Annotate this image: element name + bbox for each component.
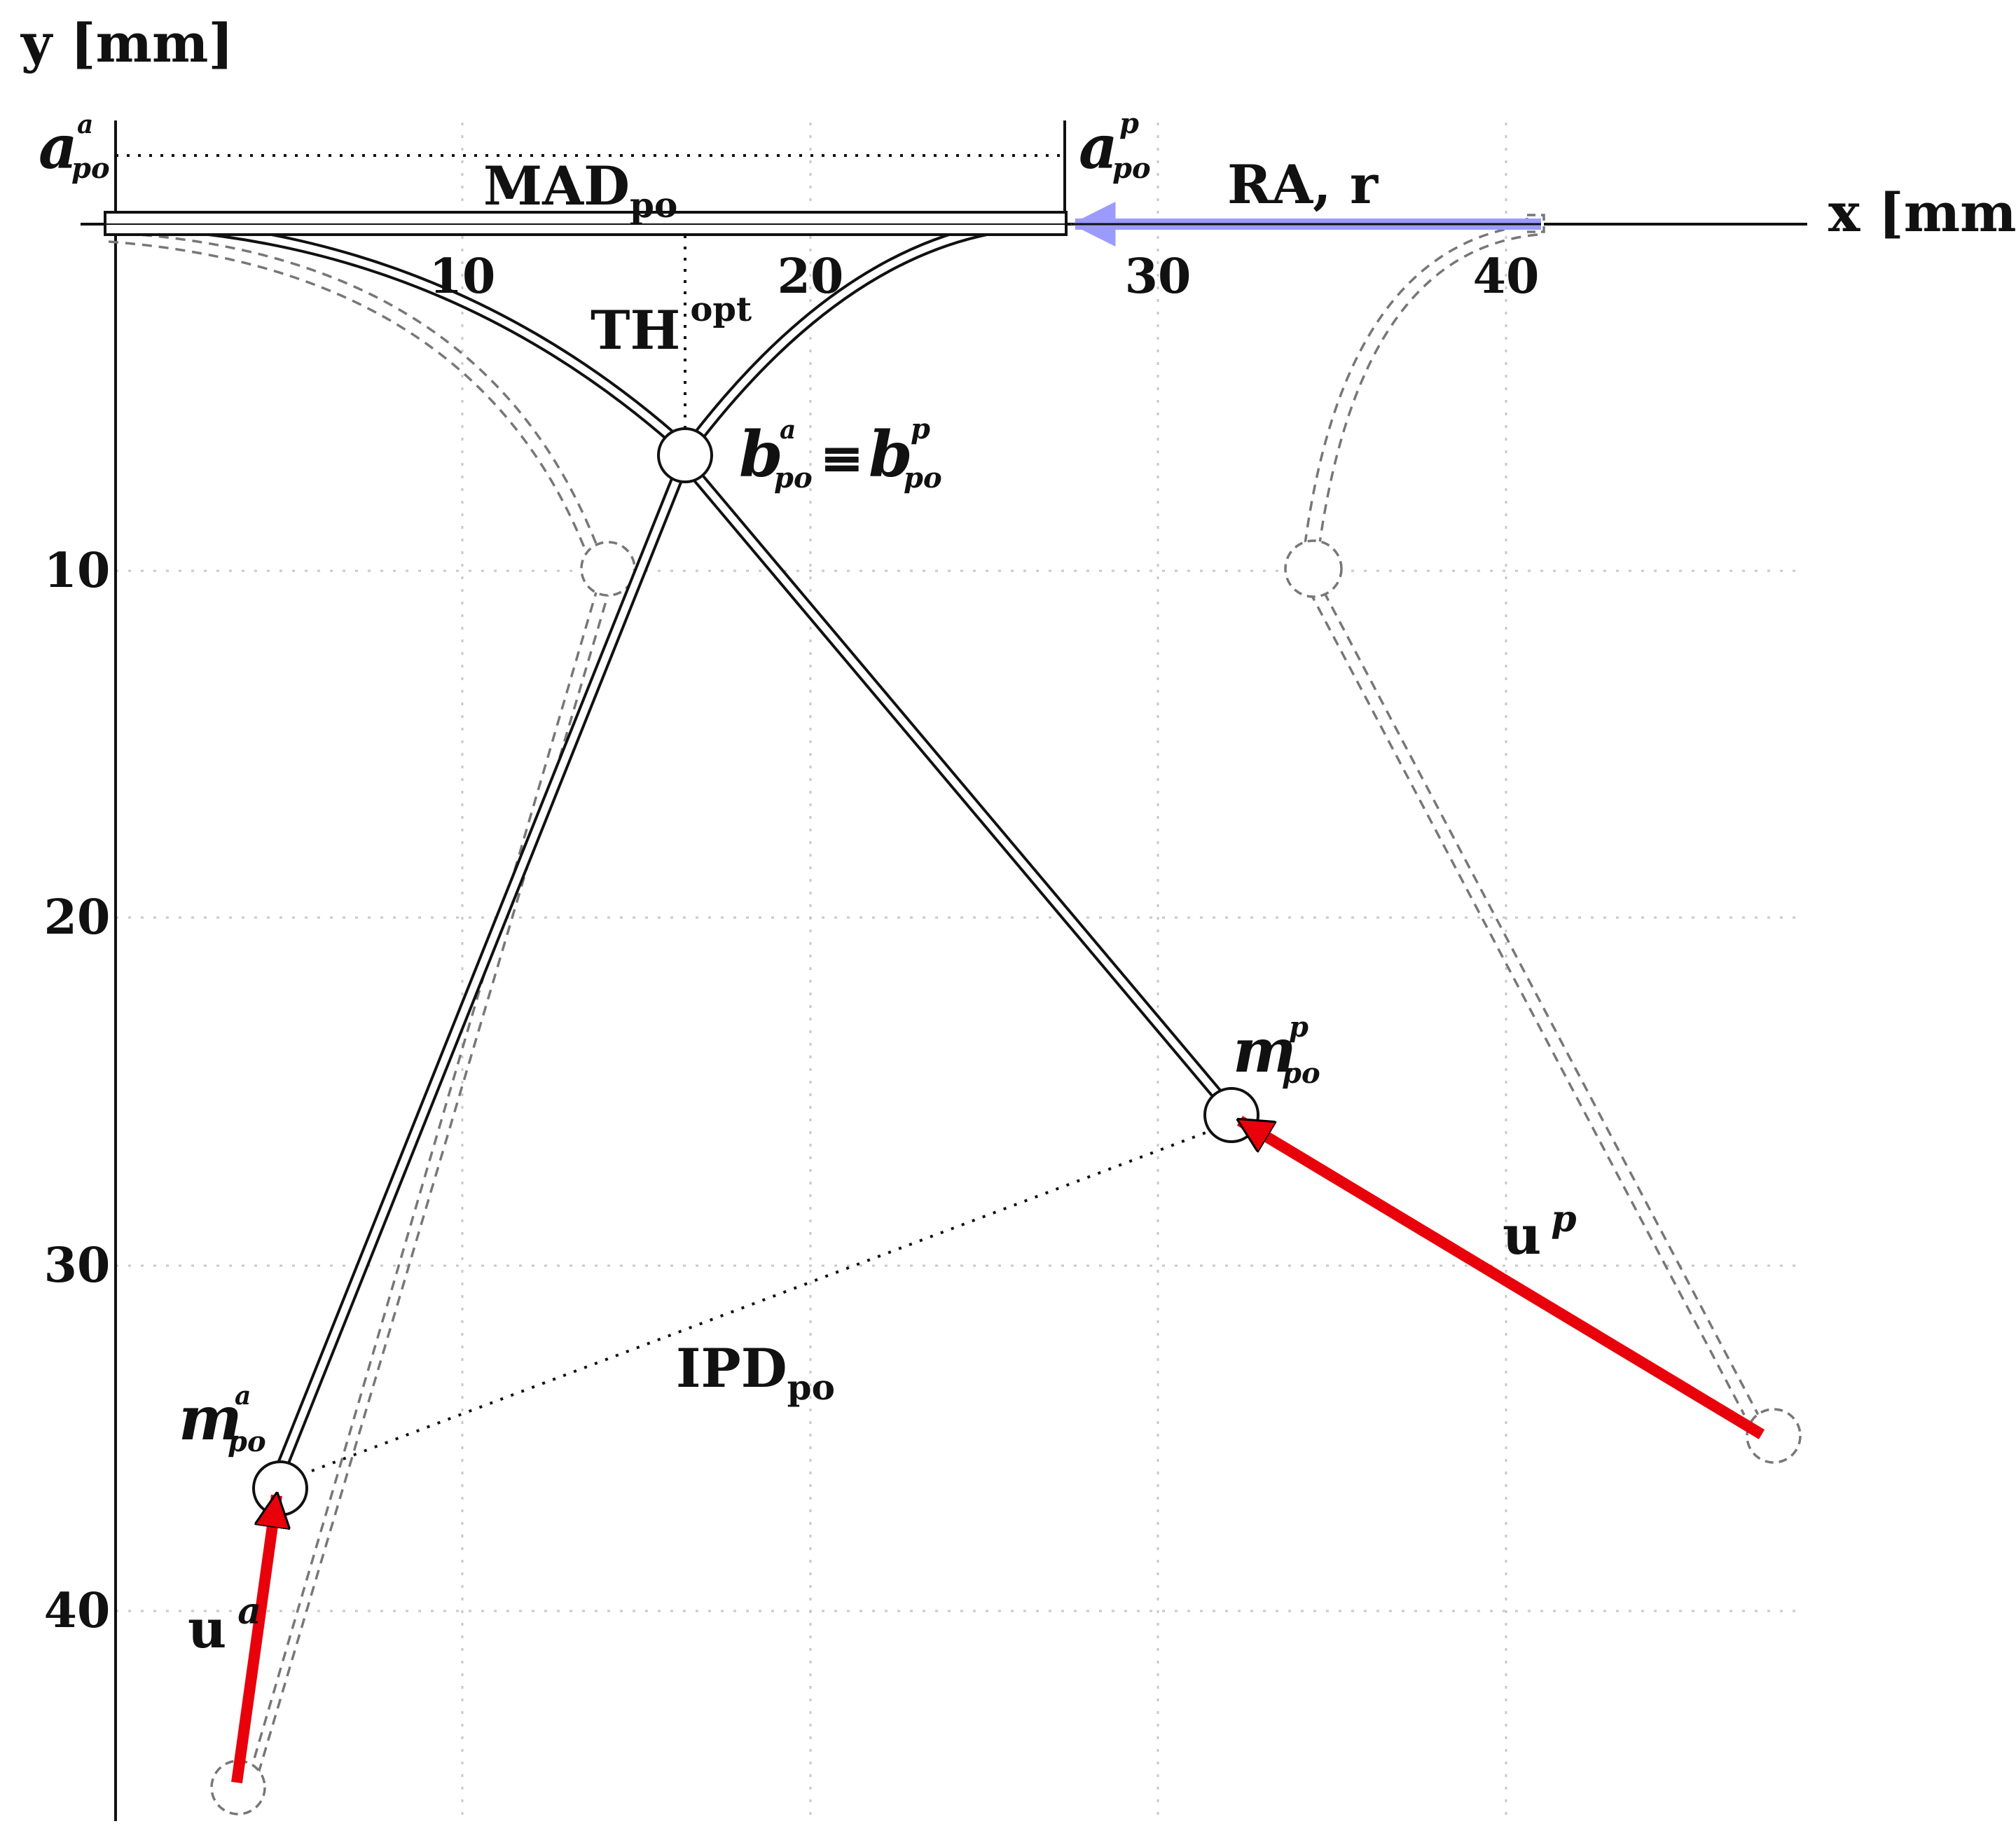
y-tick-10: 10 (44, 543, 111, 599)
b-po-p-sub: po (904, 462, 942, 494)
anterior-upper-band (115, 216, 677, 443)
ipd-line (311, 1126, 1220, 1472)
u-p-main: u (1503, 1204, 1541, 1266)
m-po-a-label: m a po (179, 1381, 266, 1458)
posterior-upper-band (691, 216, 1065, 442)
anterior-lower-band-inner (277, 475, 682, 1472)
a-po-a-sup: a (77, 110, 93, 139)
ipd-po-sub: po (787, 1367, 835, 1408)
x-tick-10: 10 (429, 249, 496, 305)
a-po-a-label: a a po (39, 110, 110, 185)
u-p-sup: p (1551, 1198, 1576, 1240)
force-arrow-u-p (1240, 1116, 1765, 1439)
ghost-anterior-pulley-node (580, 541, 636, 597)
th-opt-label: TH opt (591, 290, 752, 361)
ghost-configuration (108, 214, 1802, 1815)
y-axis-label: y [mm] (20, 12, 233, 74)
x-tick-20: 20 (778, 249, 844, 305)
muscle-paths (104, 211, 1224, 1474)
mad-po-main: MAD (483, 155, 630, 217)
a-po-a-sub: po (71, 152, 110, 185)
a-po-p-main: a (1079, 112, 1118, 183)
x-tick-30: 30 (1125, 249, 1192, 305)
ra-label: RA, r (1227, 153, 1379, 216)
y-tick-30: 30 (44, 1238, 111, 1294)
posterior-lower-band-inner (694, 473, 1222, 1099)
x-tick-40: 40 (1473, 249, 1540, 305)
ghost-posterior-lower-outer (1309, 591, 1746, 1416)
a-po-p-label: a p po (1079, 107, 1151, 185)
b-equiv-label: b a po ≡ b p po (739, 413, 942, 494)
m-po-p-sup: p (1289, 1011, 1309, 1044)
th-sup: opt (690, 290, 752, 329)
m-po-p-label: m p po (1233, 1011, 1320, 1090)
force-arrow-u-a (231, 1495, 277, 1784)
pulley-node-b (657, 427, 713, 483)
grid (116, 123, 1804, 1821)
anterior-upper-band-inner (115, 219, 675, 441)
b-po-p-sup: p (911, 413, 930, 445)
mad-po-sub: po (630, 184, 677, 226)
u-a-sup: a (237, 1590, 261, 1633)
m-po-p-main: m (1233, 1016, 1297, 1086)
ghost-posterior-insertion-node (1746, 1408, 1802, 1464)
mad-po-label: MADpo (483, 155, 677, 226)
ghost-anterior-lower-inner (252, 570, 616, 1790)
ghost-anterior-lower-outer (244, 570, 604, 1790)
y-tick-40: 40 (44, 1583, 111, 1639)
u-a-main: u (188, 1598, 226, 1660)
a-po-p-sub: po (1112, 152, 1151, 185)
ghost-posterior-lower-inner (1323, 591, 1760, 1416)
m-po-a-sup: a (235, 1381, 251, 1411)
ghost-posterior-pulley-node (1284, 539, 1343, 598)
b-po-a-sup: a (780, 415, 796, 445)
ghost-posterior-upper-outer (1302, 223, 1538, 561)
th-main: TH (591, 299, 680, 361)
equiv-sign: ≡ (820, 427, 864, 489)
y-tick-20: 20 (44, 890, 111, 946)
m-po-p-sub: po (1282, 1057, 1320, 1090)
a-po-a-main: a (39, 112, 78, 183)
posterior-upper-band-inner (694, 219, 1065, 441)
b-po-a-main: b (739, 417, 783, 492)
a-po-p-sup: p (1119, 107, 1139, 140)
ipd-po-label: IPDpo (676, 1337, 835, 1408)
ghost-anterior-upper-inner (108, 240, 593, 568)
m-po-a-main: m (179, 1383, 242, 1454)
insertion-node-m-po-p (1203, 1087, 1259, 1143)
b-po-a-sub: po (774, 462, 813, 494)
b-po-p-main: b (869, 417, 913, 492)
ipd-po-main: IPD (676, 1337, 787, 1399)
ghost-anterior-insertion-node (210, 1759, 266, 1815)
ghost-anterior-upper-outer (108, 231, 604, 561)
m-po-a-sub: po (228, 1425, 266, 1458)
x-axis-label: x [mm] (1828, 181, 2016, 244)
